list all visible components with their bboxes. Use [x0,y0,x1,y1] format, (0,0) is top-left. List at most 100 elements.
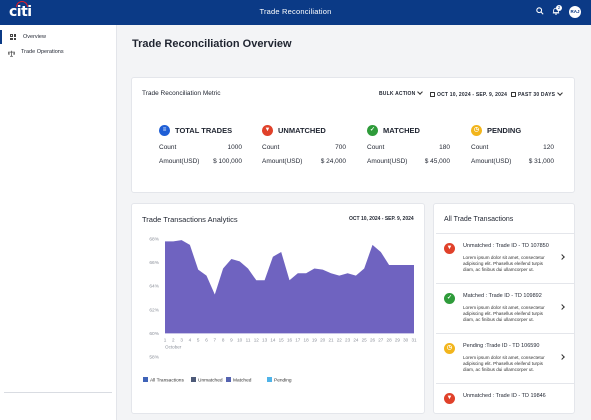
notification-badge: 2 [556,5,562,11]
check-icon: ✓ [444,293,455,304]
legend-swatch [143,377,148,382]
search-icon[interactable] [535,7,545,17]
area-chart: 68%66%64%62%60%58%1 2 3 4 5 6 7 8 9 10 11 12 13 14 15 1… [143,237,417,384]
scale-icon [7,49,16,57]
analytics-card: Trade Transactions Analytics OCT 10, 202… [131,203,425,414]
trade-item[interactable]: ▼ Unmatched : Trade ID - TD 107850 Lorem… [434,233,574,287]
x-tick-label: 6 [205,337,208,342]
trade-description: Lorem ipsum dolor sit amet, consectetur … [463,355,545,372]
amount-label: Amount(USD) [262,158,303,165]
metric-unmatched: ▼ UNMATCHED Count 700 Amount(USD) $ 24,000 [262,124,346,168]
legend-label: Pending [274,378,292,384]
count-label: Count [471,144,489,151]
x-tick-label: 25 [362,337,368,342]
legend-swatch [191,377,196,382]
y-tick-label: 66% [149,260,159,266]
trade-status: Matched : Trade ID - TD 109892 [463,293,542,299]
x-tick-label: 20 [320,337,326,342]
trade-description: Lorem ipsum dolor sit amet, consectetur … [463,305,545,322]
x-tick-label: 15 [279,337,285,342]
x-tick-label: 10 [237,337,243,342]
sidebar-divider [4,392,112,393]
bulk-action-dropdown[interactable]: BULK ACTION [379,88,424,97]
x-tick-label: 23 [345,337,351,342]
date-range-picker[interactable]: OCT 10, 2024 - SEP. 9, 2024 [430,91,507,98]
period-label: PAST 30 DAYS [518,92,556,98]
y-tick-label: 60% [149,331,159,337]
y-tick-label: 64% [149,284,159,290]
metric-count: 700 [335,144,346,151]
x-tick-label: 5 [197,337,200,342]
metric-amount: $ 45,000 [424,158,450,165]
trade-item[interactable]: ▼ Unmatched : Trade ID - TD 19846 [434,383,574,413]
sidebar-item-overview[interactable]: Overview [0,30,117,44]
amount-label: Amount(USD) [367,158,408,165]
count-label: Count [159,144,177,151]
legend-swatch [267,377,272,382]
calendar-icon [511,91,516,97]
metric-amount: $ 31,000 [528,158,554,165]
user-avatar[interactable]: RAJ [569,6,581,18]
metric-count: 180 [439,144,450,151]
metric-name: PENDING [487,126,522,135]
clock-icon: ◷ [471,125,482,136]
x-tick-label: 22 [337,337,343,342]
x-tick-label: 4 [189,337,192,342]
citi-logo[interactable]: citi [9,1,32,20]
x-tick-label: 1 [164,337,167,342]
trades-card: All Trade Transactions ▼ Unmatched : Tra… [433,203,575,414]
x-tick-label: 26 [370,337,376,342]
check-icon: ✓ [367,125,378,136]
y-tick-label: 68% [149,237,159,243]
thumbs-down-icon: ▼ [444,393,455,404]
metric-card-title: Trade Reconciliation Metric [142,90,221,97]
list-icon: ≡ [159,125,170,136]
legend-swatch [226,377,231,382]
trade-status: Unmatched : Trade ID - TD 19846 [463,393,546,399]
bulk-action-label: BULK ACTION [379,91,416,97]
trade-item[interactable]: ✓ Matched : Trade ID - TD 109892 Lorem i… [434,283,574,337]
sidebar-item-label: Trade Operations [21,49,64,55]
x-tick-label: 19 [312,337,318,342]
thumbs-down-icon: ▼ [262,125,273,136]
legend-label: Matched [233,378,252,384]
y-tick-label: 62% [149,307,159,313]
x-tick-label: 24 [353,337,359,342]
chevron-right-icon[interactable] [559,254,565,260]
y-tick-label: 58% [149,355,159,361]
x-axis-label: October [165,344,182,349]
grid-icon [10,34,16,40]
clock-icon: ◷ [444,343,455,354]
trade-status: Pending :Trade ID - TD 106590 [463,343,540,349]
app-title: Trade Reconciliation [259,7,332,16]
legend-label: All Transactions [150,378,184,384]
date-range-label: OCT 10, 2024 - SEP. 9, 2024 [437,92,508,98]
x-tick-label: 31 [411,337,417,342]
metric-total-trades: ≡ TOTAL TRADES Count 1000 Amount(USD) $ 10… [159,124,242,168]
period-dropdown[interactable]: PAST 30 DAYS [511,89,563,98]
x-tick-label: 16 [287,337,293,342]
count-label: Count [367,144,385,151]
area-series-all-transactions [165,240,414,334]
metric-count: 120 [543,144,554,151]
analytics-date-range: OCT 10, 2024 - SEP. 9, 2024 [349,216,414,222]
chevron-right-icon[interactable] [559,354,565,360]
metric-amount: $ 24,000 [320,158,346,165]
metric-amount: $ 100,000 [213,158,242,165]
trade-item[interactable]: ◷ Pending :Trade ID - TD 106590 Lorem ip… [434,333,574,387]
x-tick-label: 9 [230,337,233,342]
trade-description: Lorem ipsum dolor sit amet, consectetur … [463,255,545,272]
x-tick-label: 28 [387,337,393,342]
x-tick-label: 21 [328,337,334,342]
metric-matched: ✓ MATCHED Count 180 Amount(USD) $ 45,000 [367,124,450,168]
chevron-right-icon[interactable] [559,304,565,310]
legend-label: Unmatched [198,378,223,384]
metric-card: Trade Reconciliation Metric BULK ACTION … [131,77,575,193]
count-label: Count [262,144,280,151]
calendar-icon [430,91,435,97]
sidebar-item-trade-operations[interactable]: Trade Operations [0,45,117,59]
top-bar: citi Trade Reconciliation 2 RAJ [0,0,591,25]
x-tick-label: 8 [222,337,225,342]
amount-label: Amount(USD) [471,158,512,165]
x-tick-label: 12 [254,337,260,342]
